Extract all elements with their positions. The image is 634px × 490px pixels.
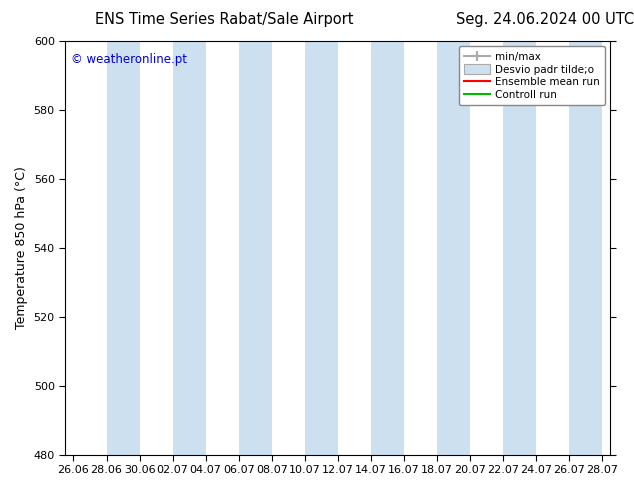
Bar [371, 41, 404, 455]
Text: Seg. 24.06.2024 00 UTC: Seg. 24.06.2024 00 UTC [456, 12, 634, 27]
Text: ENS Time Series Rabat/Sale Airport: ENS Time Series Rabat/Sale Airport [95, 12, 354, 27]
Text: © weatheronline.pt: © weatheronline.pt [70, 53, 186, 67]
Bar [503, 41, 536, 455]
Bar [239, 41, 272, 455]
Y-axis label: Temperature 850 hPa (°C): Temperature 850 hPa (°C) [15, 167, 28, 329]
Bar [569, 41, 602, 455]
Bar [305, 41, 338, 455]
Bar [437, 41, 470, 455]
Legend: min/max, Desvio padr tilde;o, Ensemble mean run, Controll run: min/max, Desvio padr tilde;o, Ensemble m… [459, 46, 605, 105]
Bar [172, 41, 205, 455]
Bar [107, 41, 139, 455]
